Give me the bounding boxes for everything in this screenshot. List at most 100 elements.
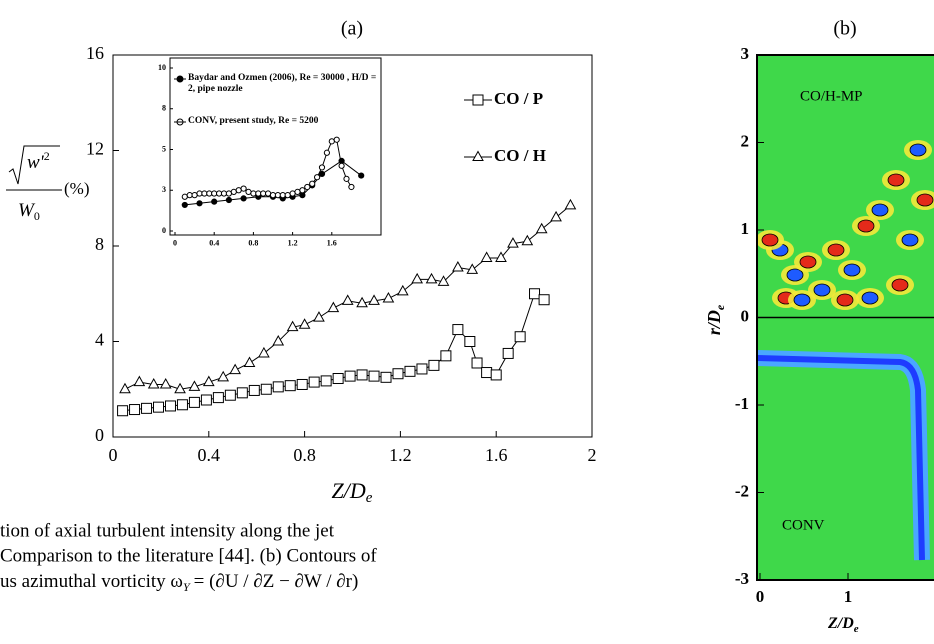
y-tick-label: 3 xyxy=(741,44,750,63)
x-axis-label: Z/De xyxy=(827,615,859,635)
marker xyxy=(428,359,440,371)
marker xyxy=(308,376,320,388)
marker xyxy=(119,382,131,394)
marker xyxy=(133,375,146,387)
marker xyxy=(174,382,186,394)
marker xyxy=(211,198,218,205)
marker xyxy=(368,370,380,382)
x-axis-label-main: Z/D xyxy=(332,478,366,503)
marker xyxy=(129,404,141,416)
marker xyxy=(147,377,160,389)
marker xyxy=(284,380,296,392)
marker xyxy=(153,401,165,413)
legend-label: Baydar and Ozmen (2006), Re = 30000 , H/… xyxy=(188,73,377,94)
caption-line: us azimuthal vorticity ωY = (∂U / ∂Z − ∂W… xyxy=(0,571,358,593)
marker xyxy=(535,222,548,234)
marker xyxy=(323,149,330,156)
y-tick-label: 2 xyxy=(741,131,750,150)
marker xyxy=(440,350,452,362)
contour-blob xyxy=(901,233,919,247)
marker xyxy=(382,291,395,303)
marker xyxy=(502,347,514,359)
marker xyxy=(202,375,215,387)
marker xyxy=(480,251,493,262)
contour-blob xyxy=(827,243,845,257)
marker xyxy=(229,363,241,375)
marker xyxy=(514,331,526,343)
y-tick-label: 10 xyxy=(158,63,166,72)
marker xyxy=(188,380,201,391)
marker xyxy=(318,164,326,171)
marker xyxy=(181,201,188,209)
marker xyxy=(224,389,236,401)
marker xyxy=(313,311,325,322)
marker xyxy=(344,370,356,382)
contour-blob xyxy=(813,283,831,297)
marker xyxy=(356,369,368,381)
x-tick-label: 2 xyxy=(588,445,597,465)
sqrt-sign xyxy=(8,145,60,185)
y-axis-label-sub: e xyxy=(713,304,727,310)
contour-blob xyxy=(887,173,905,187)
y-label-denominator: W0 xyxy=(18,200,40,222)
y-axis-label-main: r/D xyxy=(704,310,724,335)
x-axis-label-main: Z/D xyxy=(827,615,854,632)
marker xyxy=(368,294,380,305)
marker xyxy=(117,405,129,417)
marker xyxy=(314,174,321,181)
marker xyxy=(472,94,484,106)
x-tick-label: 0.4 xyxy=(209,239,219,248)
marker xyxy=(338,162,345,169)
marker xyxy=(529,288,541,300)
y-tick-label: 16 xyxy=(86,43,104,63)
x-axis-label-sub: e xyxy=(854,623,859,635)
marker xyxy=(196,200,203,207)
contour-blob xyxy=(861,291,879,305)
caption-line: Comparison to the literature [44]. (b) C… xyxy=(0,545,377,566)
marker xyxy=(416,363,428,375)
x-tick-label: 1.2 xyxy=(389,445,412,465)
marker xyxy=(320,375,332,387)
marker xyxy=(309,180,316,187)
marker xyxy=(304,183,311,191)
y-tick-label: 0 xyxy=(741,306,750,325)
y-tick-label: 5 xyxy=(162,144,166,153)
legend-text: CONV, present study, Re = 5200 xyxy=(188,116,319,126)
marker xyxy=(452,260,464,272)
marker xyxy=(217,370,230,382)
marker xyxy=(343,175,350,182)
contour-blob xyxy=(916,193,934,207)
marker xyxy=(481,367,493,379)
y-tick-label: 4 xyxy=(95,330,104,350)
marker xyxy=(258,346,270,358)
marker xyxy=(159,377,172,389)
contour-blob xyxy=(793,293,811,307)
y-label-den: W xyxy=(18,200,36,221)
y-label-exp: 2 xyxy=(44,149,50,163)
x-axis-label: Z/De xyxy=(332,478,373,506)
caption-text: us azimuthal vorticity ω xyxy=(0,571,183,592)
marker xyxy=(272,381,284,393)
marker xyxy=(318,170,326,178)
y-tick-label: 8 xyxy=(95,234,104,254)
x-axis-label-sub: e xyxy=(366,490,373,506)
marker xyxy=(141,402,153,414)
marker xyxy=(404,365,416,377)
y-tick-label: 3 xyxy=(162,185,166,194)
legend-text: Baydar and Ozmen (2006), Re = 30000 , H/… xyxy=(188,73,377,94)
marker xyxy=(392,368,404,380)
marker xyxy=(538,294,550,306)
x-tick-label: 1 xyxy=(844,587,853,606)
marker xyxy=(200,394,212,406)
marker xyxy=(286,320,299,332)
caption-sub: Y xyxy=(183,580,191,594)
x-tick-label: 0 xyxy=(173,239,177,248)
series: CONV, present study, Re = 5200 xyxy=(174,116,355,200)
marker xyxy=(240,185,247,192)
marker xyxy=(490,369,502,381)
marker xyxy=(332,373,344,385)
y-label-unit: (%) xyxy=(64,179,89,198)
contour-blob xyxy=(843,263,861,277)
marker xyxy=(272,334,285,346)
